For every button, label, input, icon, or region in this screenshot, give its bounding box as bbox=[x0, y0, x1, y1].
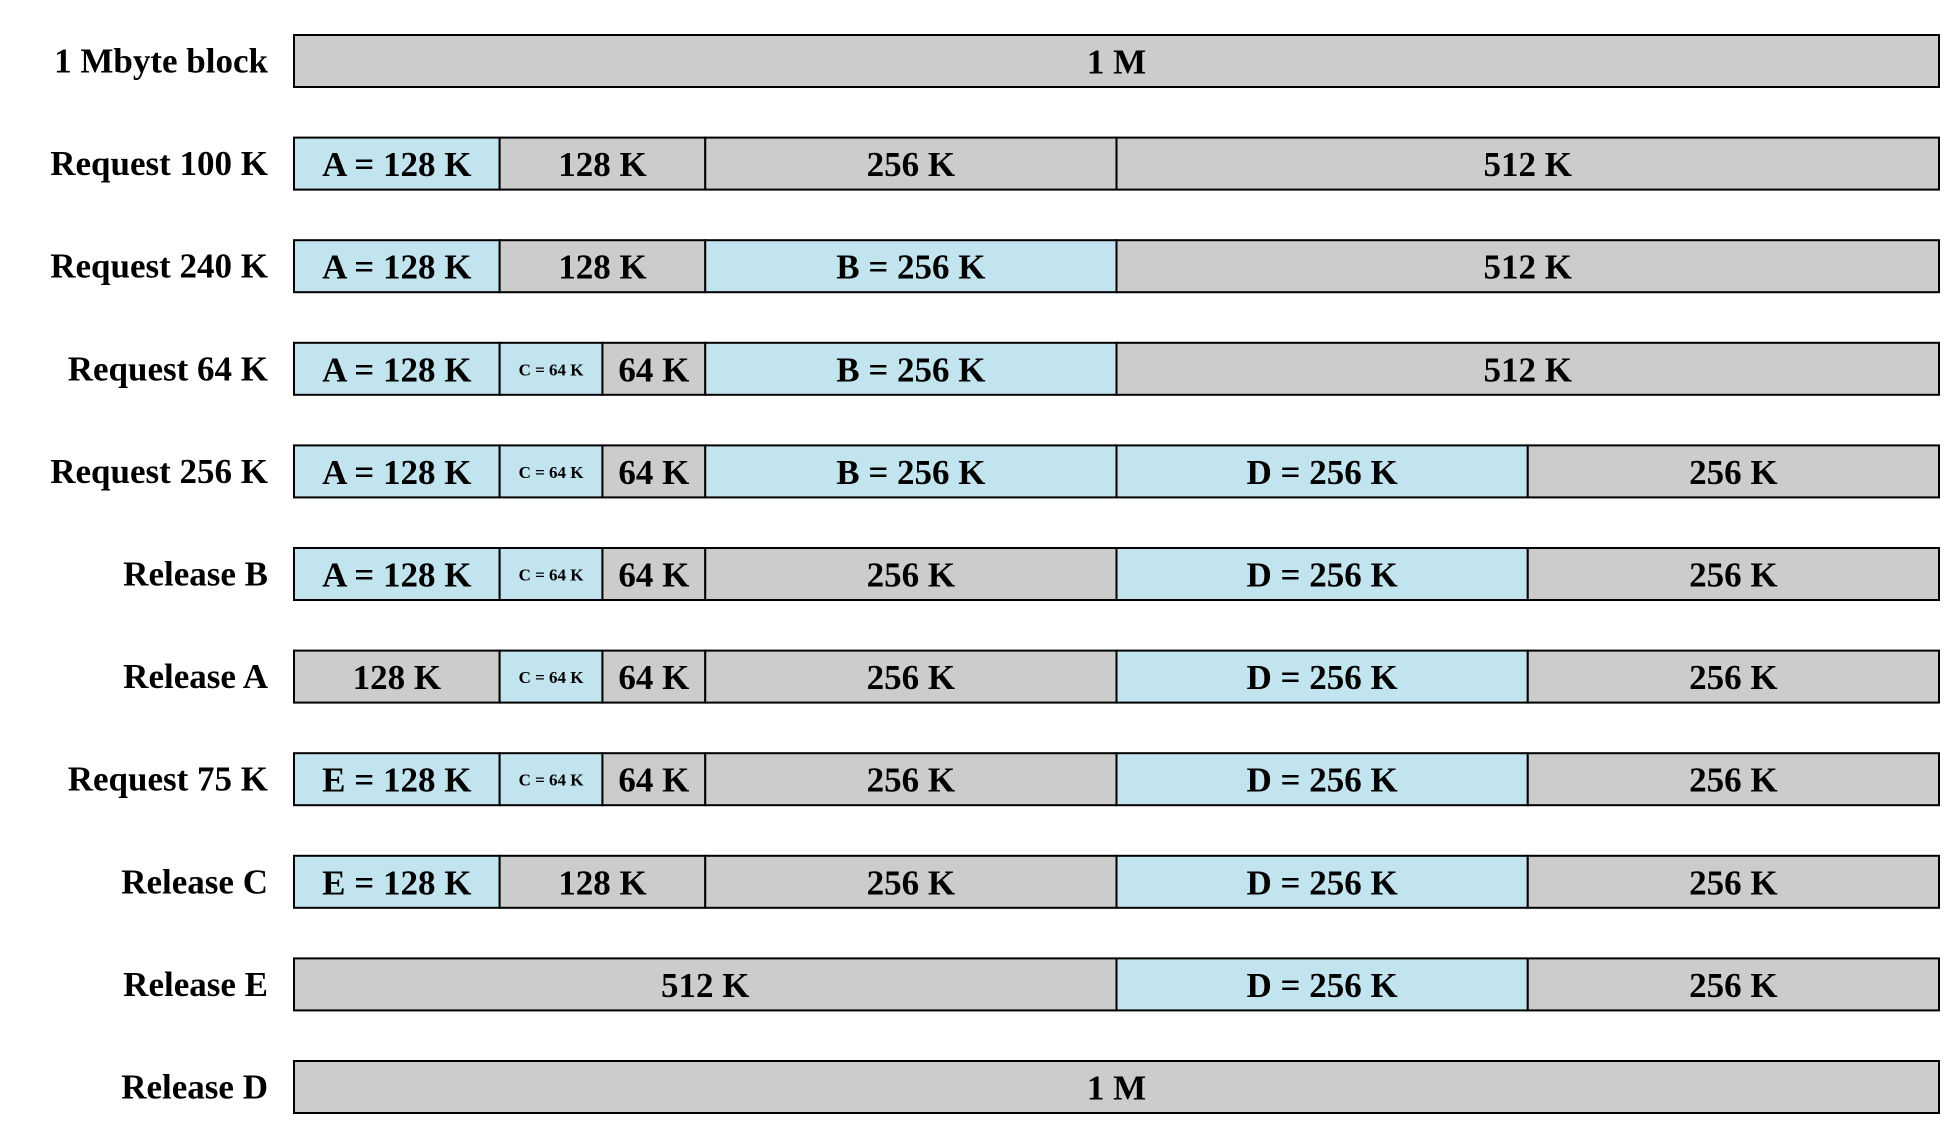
memory-segment bbox=[601, 649, 707, 704]
memory-segment bbox=[1115, 341, 1940, 396]
segment-label: 256 K bbox=[1689, 556, 1777, 595]
row-label: Request 100 K bbox=[50, 144, 268, 183]
segment-label: D = 256 K bbox=[1247, 556, 1398, 595]
memory-segment bbox=[704, 752, 1118, 807]
memory-segment bbox=[704, 341, 1118, 396]
memory-segment bbox=[293, 239, 501, 294]
segment-label: C = 64 K bbox=[519, 668, 585, 687]
segment-label: A = 128 K bbox=[322, 248, 471, 287]
segment-label: D = 256 K bbox=[1247, 658, 1398, 697]
segment-label: E = 128 K bbox=[322, 863, 471, 902]
segment-label: D = 256 K bbox=[1247, 761, 1398, 800]
segment-label: 128 K bbox=[353, 658, 441, 697]
segment-label: 128 K bbox=[558, 248, 646, 287]
segment-label: 64 K bbox=[618, 556, 689, 595]
segment-label: 1 M bbox=[1087, 43, 1146, 82]
memory-segment bbox=[601, 752, 707, 807]
segment-label: D = 256 K bbox=[1247, 863, 1398, 902]
row-label: Request 240 K bbox=[50, 247, 268, 286]
segment-label: 128 K bbox=[558, 863, 646, 902]
segment-label: 256 K bbox=[1689, 453, 1777, 492]
segment-label: A = 128 K bbox=[322, 350, 471, 389]
memory-segment bbox=[293, 341, 501, 396]
segment-label: 256 K bbox=[1689, 761, 1777, 800]
segment-label: C = 64 K bbox=[519, 463, 585, 482]
segment-label: C = 64 K bbox=[519, 771, 585, 790]
segment-label: A = 128 K bbox=[322, 556, 471, 595]
memory-segment bbox=[498, 854, 707, 909]
memory-segment bbox=[1115, 854, 1529, 909]
segment-label: D = 256 K bbox=[1247, 966, 1398, 1005]
memory-segment bbox=[498, 239, 707, 294]
row-label: Release B bbox=[123, 555, 268, 594]
segment-label: 512 K bbox=[1484, 350, 1572, 389]
row-label: 1 Mbyte block bbox=[54, 42, 268, 81]
segment-label: 256 K bbox=[1689, 658, 1777, 697]
segment-label: B = 256 K bbox=[836, 350, 985, 389]
segment-label: 256 K bbox=[867, 145, 955, 184]
segment-label: 512 K bbox=[1484, 145, 1572, 184]
memory-segment bbox=[704, 444, 1118, 499]
segment-label: 128 K bbox=[558, 145, 646, 184]
segment-label: A = 128 K bbox=[322, 145, 471, 184]
memory-segment bbox=[293, 136, 501, 191]
memory-segment bbox=[498, 136, 707, 191]
segment-label: B = 256 K bbox=[836, 453, 985, 492]
memory-segment bbox=[498, 752, 604, 807]
memory-segment bbox=[704, 239, 1118, 294]
segment-label: 64 K bbox=[618, 761, 689, 800]
segment-label: B = 256 K bbox=[836, 248, 985, 287]
memory-segment bbox=[1526, 854, 1940, 909]
segment-label: E = 128 K bbox=[322, 761, 471, 800]
segment-label: 256 K bbox=[867, 556, 955, 595]
memory-segment bbox=[293, 649, 501, 704]
memory-segment bbox=[498, 444, 604, 499]
memory-segment bbox=[601, 341, 707, 396]
memory-segment bbox=[1526, 649, 1940, 704]
segment-label: 512 K bbox=[661, 966, 749, 1005]
memory-segment bbox=[498, 649, 604, 704]
row-label: Request 64 K bbox=[68, 349, 268, 388]
memory-segment bbox=[1115, 957, 1529, 1012]
memory-segment bbox=[1526, 957, 1940, 1012]
memory-segment bbox=[601, 444, 707, 499]
row-label: Release E bbox=[123, 965, 268, 1004]
memory-segment bbox=[1115, 136, 1940, 191]
memory-segment bbox=[293, 1060, 1940, 1114]
memory-segment bbox=[1526, 444, 1940, 499]
memory-segment bbox=[1115, 649, 1529, 704]
segment-label: 256 K bbox=[1689, 966, 1777, 1005]
segment-label: 256 K bbox=[867, 658, 955, 697]
row-label: Release C bbox=[121, 862, 268, 901]
segment-label: 1 M bbox=[1087, 1069, 1146, 1108]
row-label: Request 75 K bbox=[68, 760, 268, 799]
segment-label: 64 K bbox=[618, 453, 689, 492]
memory-segment bbox=[1115, 239, 1940, 294]
segment-label: 256 K bbox=[1689, 863, 1777, 902]
memory-segment bbox=[1526, 547, 1940, 601]
segment-label: 256 K bbox=[867, 863, 955, 902]
memory-segment bbox=[704, 854, 1118, 909]
memory-segment bbox=[1115, 752, 1529, 807]
segment-label: D = 256 K bbox=[1247, 453, 1398, 492]
memory-segment bbox=[1115, 547, 1529, 601]
segment-label: 512 K bbox=[1484, 248, 1572, 287]
segment-label: C = 64 K bbox=[519, 360, 585, 379]
row-label: Release A bbox=[123, 657, 269, 696]
segment-label: C = 64 K bbox=[519, 566, 585, 585]
segment-label: 256 K bbox=[867, 761, 955, 800]
memory-segment bbox=[601, 547, 707, 601]
memory-segment bbox=[498, 547, 604, 601]
segment-label: A = 128 K bbox=[322, 453, 471, 492]
memory-segment bbox=[293, 547, 501, 601]
memory-segment bbox=[1115, 444, 1529, 499]
memory-segment bbox=[293, 34, 1940, 88]
segment-label: 64 K bbox=[618, 350, 689, 389]
row-label: Release D bbox=[121, 1068, 268, 1107]
memory-segment bbox=[1526, 752, 1940, 807]
row-label: Request 256 K bbox=[50, 452, 268, 491]
segment-label: 64 K bbox=[618, 658, 689, 697]
